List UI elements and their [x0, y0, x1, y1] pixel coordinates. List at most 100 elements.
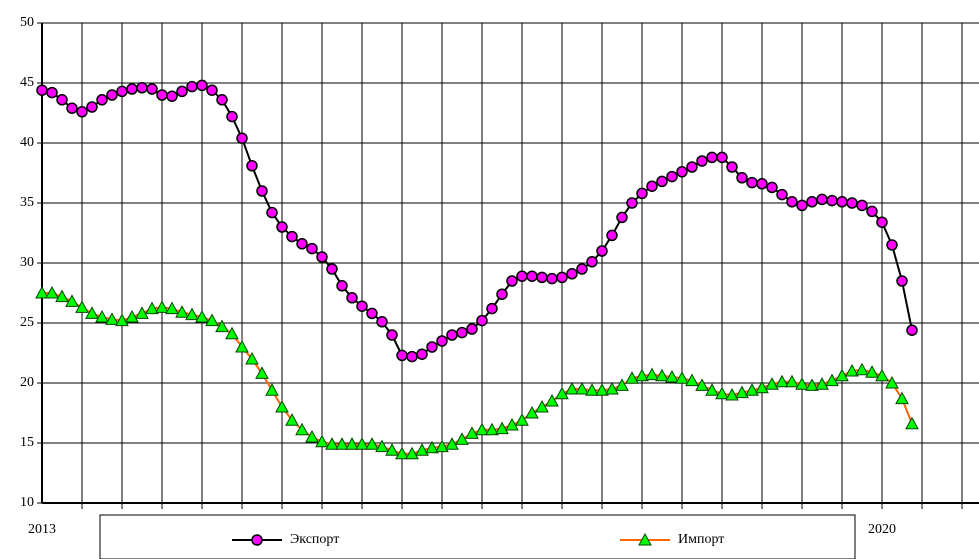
marker — [816, 193, 828, 206]
marker — [376, 316, 388, 328]
marker — [166, 90, 178, 102]
marker — [885, 375, 899, 389]
marker — [225, 326, 239, 340]
marker — [586, 256, 598, 268]
x-tick-label: 2013 — [28, 522, 56, 537]
marker — [535, 399, 549, 413]
marker — [326, 263, 338, 275]
marker — [526, 270, 538, 282]
marker — [756, 178, 768, 190]
marker — [106, 89, 118, 101]
marker — [876, 216, 888, 228]
marker — [395, 446, 409, 460]
legend-label: Экспорт — [290, 532, 339, 547]
y-tick-label: 10 — [20, 495, 34, 510]
marker — [116, 85, 128, 98]
marker — [386, 329, 398, 341]
marker — [655, 368, 669, 382]
marker — [665, 369, 679, 383]
marker — [896, 275, 908, 287]
marker — [836, 196, 848, 208]
series — [35, 285, 919, 460]
legend-box — [99, 514, 856, 559]
marker — [245, 351, 259, 365]
marker — [85, 306, 99, 319]
marker — [865, 365, 879, 378]
marker — [86, 101, 98, 113]
marker — [175, 305, 189, 318]
marker — [425, 440, 439, 454]
marker — [426, 341, 438, 353]
marker — [125, 309, 139, 323]
marker — [895, 391, 909, 405]
marker — [486, 302, 498, 315]
marker — [605, 381, 619, 395]
y-tick-label: 40 — [20, 135, 34, 150]
marker — [736, 172, 748, 184]
marker — [905, 416, 919, 430]
marker — [236, 132, 248, 144]
marker — [545, 393, 559, 407]
marker — [46, 86, 58, 99]
marker — [176, 85, 188, 98]
marker — [485, 422, 499, 436]
marker — [595, 383, 609, 396]
marker — [556, 271, 568, 284]
marker — [815, 377, 829, 390]
marker — [716, 151, 728, 164]
marker — [616, 211, 628, 224]
marker — [56, 94, 68, 106]
marker — [205, 313, 219, 327]
marker — [396, 349, 408, 362]
marker — [626, 197, 638, 209]
marker — [286, 230, 298, 243]
marker — [95, 309, 109, 323]
marker — [735, 385, 749, 399]
series-line — [42, 292, 913, 455]
marker — [195, 309, 209, 323]
marker — [255, 366, 269, 379]
marker — [546, 272, 558, 285]
marker — [136, 82, 148, 94]
marker — [525, 405, 539, 419]
marker — [506, 275, 518, 287]
y-tick-label: 30 — [20, 255, 34, 270]
marker — [755, 380, 769, 394]
marker — [575, 381, 589, 395]
marker — [796, 199, 808, 212]
marker — [765, 377, 779, 390]
marker — [36, 84, 48, 96]
marker — [585, 383, 599, 396]
marker — [906, 324, 918, 336]
marker — [186, 80, 198, 93]
marker — [456, 326, 468, 339]
marker — [45, 285, 59, 299]
marker — [845, 363, 859, 377]
marker — [766, 181, 778, 194]
marker — [465, 426, 479, 439]
marker — [366, 307, 378, 320]
marker — [206, 84, 218, 96]
marker — [555, 386, 569, 400]
marker — [66, 102, 78, 114]
marker — [435, 439, 449, 453]
marker — [346, 292, 358, 304]
marker — [835, 368, 849, 382]
marker — [306, 242, 318, 255]
marker — [375, 439, 389, 453]
series — [36, 79, 918, 363]
marker — [636, 187, 648, 200]
marker — [806, 196, 818, 208]
marker — [505, 417, 519, 431]
marker — [715, 386, 729, 400]
marker — [185, 307, 199, 321]
marker — [406, 350, 418, 363]
marker — [596, 245, 608, 257]
marker — [726, 161, 738, 173]
marker — [445, 437, 459, 450]
marker — [536, 271, 548, 284]
marker — [305, 429, 319, 443]
marker — [455, 432, 469, 445]
y-tick-label: 45 — [20, 75, 34, 90]
marker — [786, 196, 798, 208]
